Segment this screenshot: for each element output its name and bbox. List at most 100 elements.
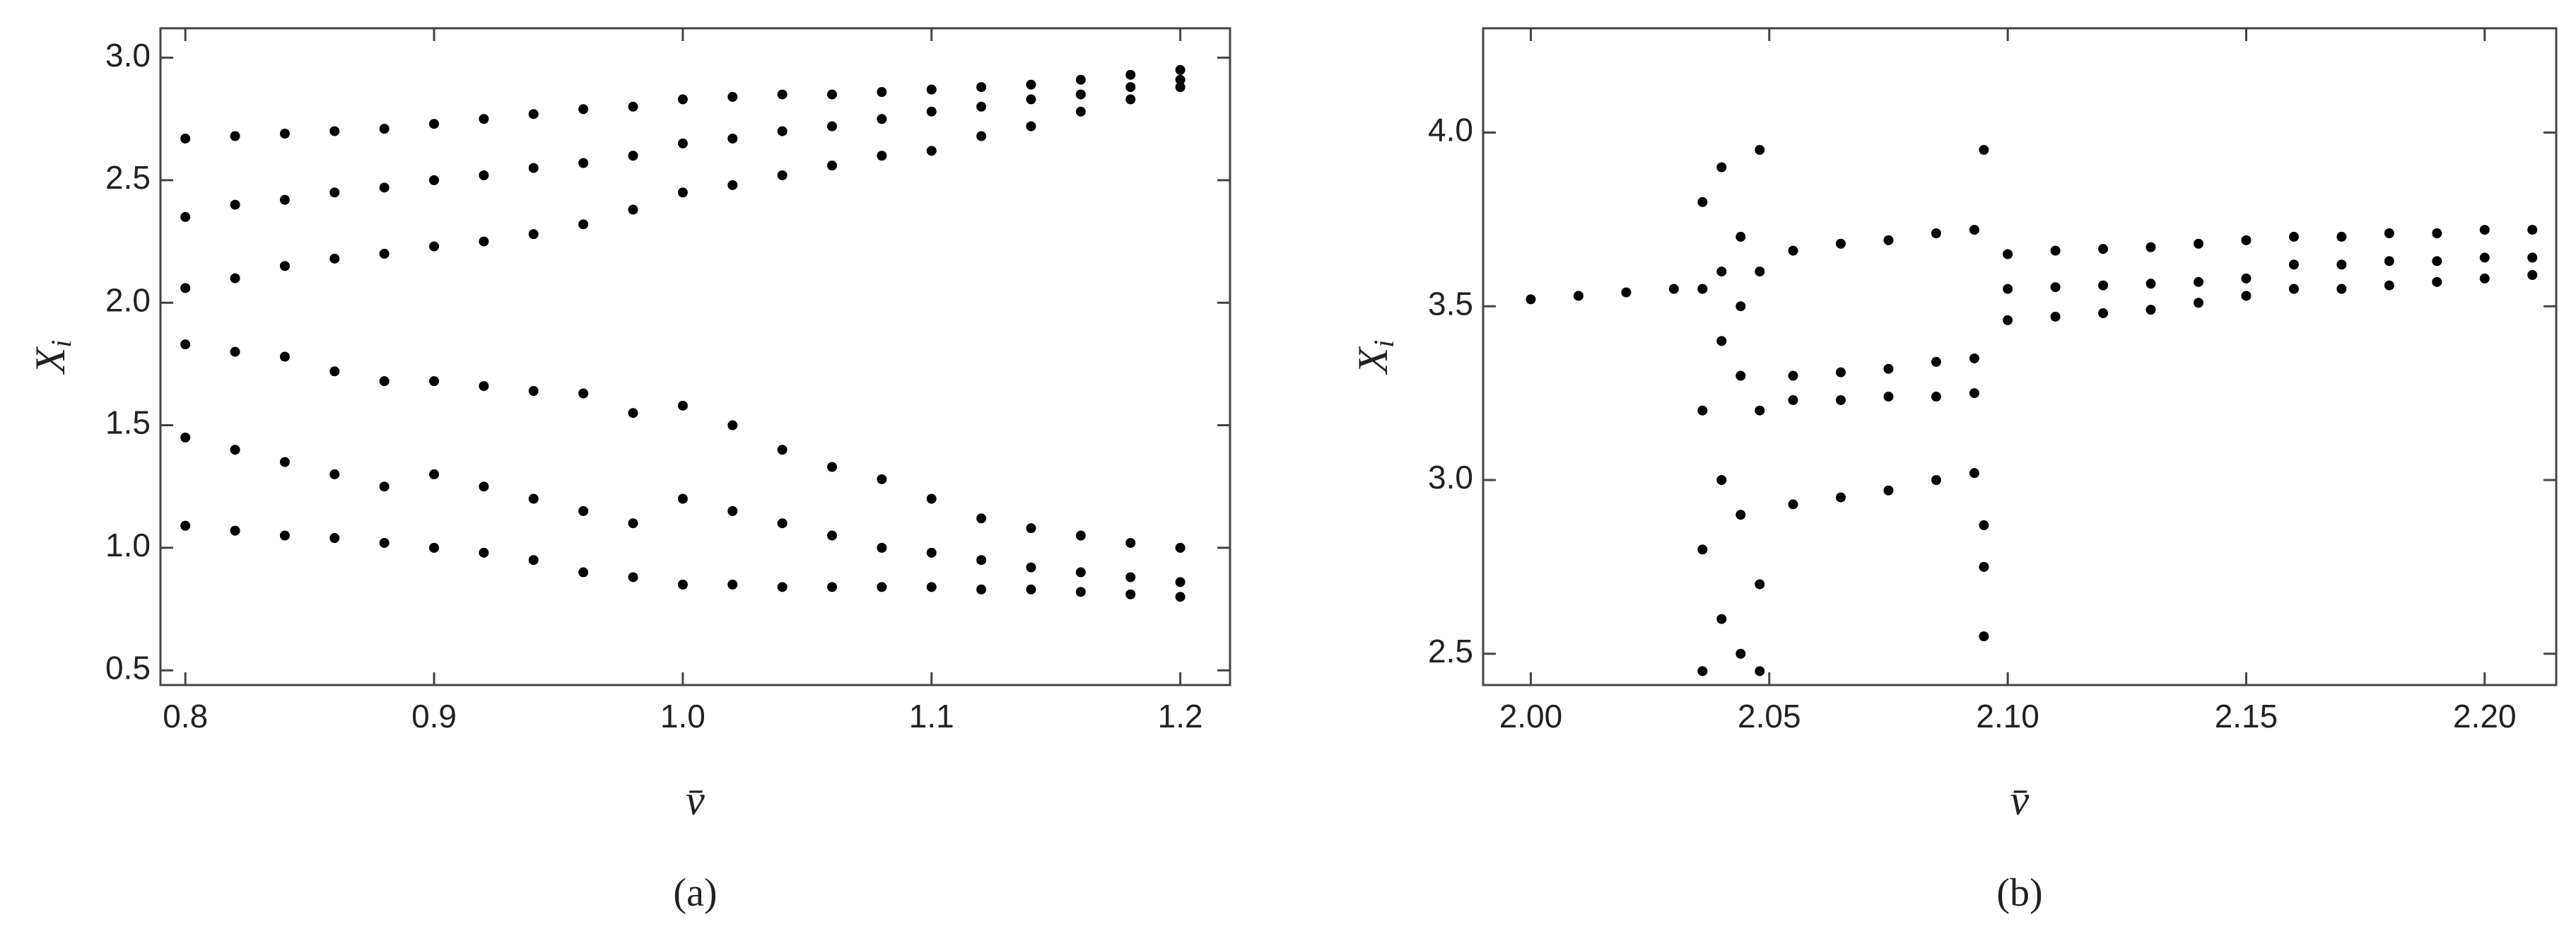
point [1716,336,1727,346]
point [279,129,290,139]
point [1735,301,1746,312]
point [528,229,539,240]
point [1755,666,1765,677]
point [1175,592,1185,602]
point [180,211,191,222]
point [976,555,987,566]
point [1716,614,1727,624]
point [777,445,788,455]
point [578,388,589,399]
point [827,121,838,131]
point [1175,542,1185,553]
point [1755,405,1765,416]
point [1883,485,1894,496]
point [329,187,340,198]
point [429,542,440,553]
point [2432,228,2442,239]
point [528,163,539,173]
point [976,513,987,524]
point [230,199,240,210]
point [1075,89,1086,100]
y-axis-label-main: X [27,346,74,375]
point [827,582,838,592]
point [926,582,937,592]
point [1075,106,1086,117]
point [1836,492,1846,503]
point [1836,238,1846,249]
y-axis-label: Xi [27,340,77,375]
point [1075,530,1086,541]
y-tick-label: 2.5 [105,159,151,196]
point [628,151,638,161]
point [976,584,987,595]
point [628,572,638,583]
point [1125,82,1136,93]
point [877,582,887,592]
point [2145,305,2156,315]
point [976,131,987,141]
point [926,84,937,95]
point [877,474,887,484]
y-axis-label-sub: i [1368,340,1400,348]
y-tick-label: 1.5 [105,404,151,441]
point [2527,269,2538,280]
point [1969,468,1979,479]
point [1026,121,1036,131]
point [777,518,788,529]
point [1175,577,1185,587]
point [2050,282,2061,293]
point [479,236,489,247]
point [1979,520,1989,530]
point [578,158,589,168]
point [926,547,937,558]
point [1026,562,1036,573]
point [379,182,390,193]
point [429,376,440,387]
point [279,194,290,205]
point [727,180,738,190]
point [528,493,539,504]
point [180,339,191,350]
point [727,133,738,144]
point [1697,666,1708,677]
y-tick-label: 2.5 [1428,633,1473,669]
point [1175,82,1185,93]
panel-label: (a) [673,871,717,915]
point [479,481,489,492]
point [1075,74,1086,85]
point [2527,225,2538,235]
point [1026,79,1036,90]
point [1969,388,1979,399]
point [2241,273,2252,283]
point [2336,259,2347,270]
point [230,525,240,536]
point [727,92,738,103]
point [1836,394,1846,405]
point [329,533,340,544]
point [1883,363,1894,374]
point [2098,280,2109,291]
point [1026,94,1036,105]
point [1755,267,1765,277]
point [1979,145,1989,156]
point [628,408,638,419]
point [1697,283,1708,294]
point [877,114,887,124]
y-tick-label: 3.5 [1428,285,1473,322]
y-tick-label: 3.0 [1428,459,1473,496]
point [329,469,340,479]
point [1931,474,1941,485]
y-tick-label: 1.0 [105,527,151,563]
point [1836,367,1846,378]
plot-frame [159,27,1231,686]
plot-frame [1482,27,2558,686]
point [1125,572,1136,583]
point [429,469,440,479]
point [1883,235,1894,245]
x-tick-label: 2.00 [1499,698,1563,735]
point [926,106,937,117]
point [528,386,539,397]
point [926,146,937,156]
panel-label: (b) [1996,871,2042,915]
